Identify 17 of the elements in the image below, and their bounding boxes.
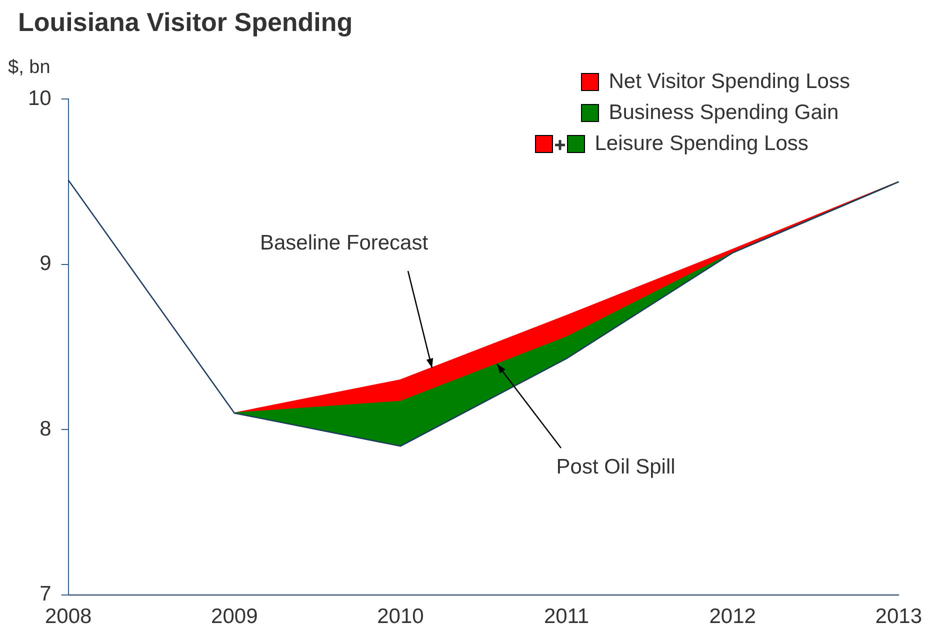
x-tick-label: 2013	[875, 605, 922, 628]
y-tick-label: 8	[40, 417, 52, 440]
x-tick-label: 2011	[544, 605, 590, 628]
chart-title: Louisiana Visitor Spending	[18, 6, 353, 37]
annotation: Post Oil Spill	[556, 455, 676, 478]
annotation: Leisure Spending Loss	[594, 132, 808, 156]
annotation: Baseline Forecast	[260, 231, 428, 254]
y-tick-label: 7	[40, 582, 52, 606]
x-tick-label: 2009	[211, 605, 258, 628]
x-tick-label: 2012	[709, 605, 756, 628]
legend-label: Net Visitor Spending Loss	[608, 70, 850, 94]
x-tick-label: 2010	[377, 605, 424, 628]
legend-label: Business Spending Gain	[608, 100, 839, 124]
x-tick-label: 2008	[45, 605, 92, 628]
y-tick-label: 10	[28, 86, 52, 110]
y-tick-label: 9	[40, 252, 52, 276]
y-axis-title: $, bn	[8, 56, 50, 78]
